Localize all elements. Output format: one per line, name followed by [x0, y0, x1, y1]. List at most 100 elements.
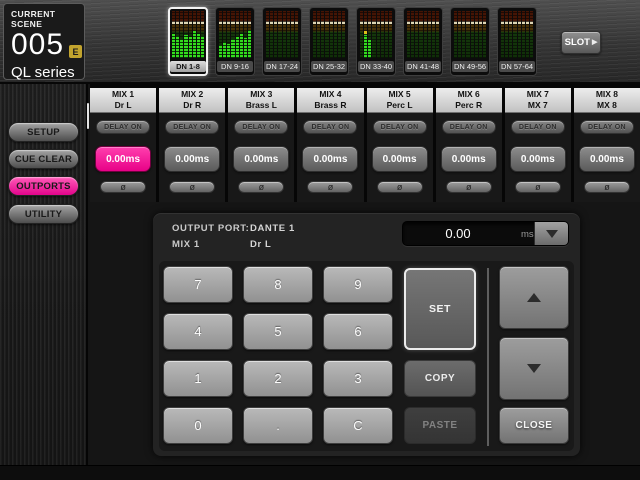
close-button[interactable]: CLOSE — [499, 407, 569, 444]
delay-value-button[interactable]: 0.00ms — [371, 146, 428, 172]
delay-on-button[interactable]: DELAY ON — [96, 120, 151, 134]
delay-on-button[interactable]: DELAY ON — [234, 120, 289, 134]
sidebar-item-setup[interactable]: SETUP — [8, 122, 79, 142]
delay-value-button[interactable]: 0.00ms — [233, 146, 290, 172]
phase-button[interactable]: ø — [376, 181, 423, 193]
meter-bank-dn-9-16[interactable]: DN 9-16 — [215, 7, 255, 76]
meter-column — [423, 11, 427, 58]
delay-value-button[interactable]: 0.00ms — [164, 146, 221, 172]
channel-strip-mix-4: MIX 4 Brass R DELAY ON 0.00ms ø — [297, 88, 364, 202]
meter-column — [270, 11, 274, 58]
phase-button[interactable]: ø — [238, 181, 285, 193]
increment-button[interactable] — [499, 266, 569, 329]
paste-button[interactable]: PASTE — [404, 407, 476, 444]
meter-bank-dn-49-56[interactable]: DN 49-56 — [450, 7, 490, 76]
channel-port-name: Perc R — [455, 100, 483, 111]
keypad-key-decimal[interactable]: . — [243, 407, 313, 444]
channel-name: MIX 2 — [181, 89, 204, 99]
keypad-key-0[interactable]: 0 — [163, 407, 233, 444]
meter-column — [529, 11, 533, 58]
sidebar-item-cue-clear[interactable]: CUE CLEAR — [8, 149, 79, 169]
decrement-button[interactable] — [499, 337, 569, 400]
meter-bank-dn-1-8[interactable]: DN 1-8 — [168, 7, 208, 76]
meter-column — [407, 11, 411, 58]
delay-value-button[interactable]: 0.00ms — [95, 146, 152, 172]
phase-button[interactable]: ø — [445, 181, 492, 193]
keypad-key-8[interactable]: 8 — [243, 266, 313, 303]
meter-level-bar — [192, 30, 196, 58]
sidebar-item-outports[interactable]: OUTPORTS — [8, 176, 79, 196]
phase-button[interactable]: ø — [307, 181, 354, 193]
delay-on-button[interactable]: DELAY ON — [510, 120, 565, 134]
close-button-label: CLOSE — [515, 420, 553, 431]
meter-bridge: DN 1-8 DN 9-16 DN 17-24 DN 25-32 DN 33-4… — [168, 7, 537, 76]
delay-value-field[interactable]: 0.00 ms — [402, 221, 569, 246]
copy-button-label: COPY — [424, 373, 456, 384]
delay-on-button[interactable]: DELAY ON — [165, 120, 220, 134]
copy-button[interactable]: COPY — [404, 360, 476, 397]
meter-columns — [266, 11, 298, 58]
phase-button[interactable]: ø — [583, 181, 630, 193]
delay-on-button[interactable]: DELAY ON — [579, 120, 634, 134]
meter-bank-dn-57-64[interactable]: DN 57-64 — [497, 7, 537, 76]
channel-port-name: Brass L — [245, 100, 277, 111]
meter-level-bar — [227, 43, 231, 58]
meter-column — [360, 11, 364, 58]
slot-button[interactable]: SLOT ▶ — [561, 31, 601, 54]
keypad-key-2[interactable]: 2 — [243, 360, 313, 397]
channel-strip-mix-8: MIX 8 MX 8 DELAY ON 0.00ms ø — [573, 88, 640, 202]
sidebar-item-utility[interactable]: UTILITY — [8, 204, 79, 224]
channel-header: MIX 6 Perc R — [435, 88, 502, 113]
meter-column — [223, 11, 227, 58]
scene-number-row: 005 E — [11, 30, 84, 60]
meter-column — [321, 11, 325, 58]
keypad-key-3[interactable]: 3 — [323, 360, 393, 397]
delay-on-button[interactable]: DELAY ON — [303, 120, 358, 134]
delay-value-button[interactable]: 0.00ms — [509, 146, 566, 172]
scene-edit-badge: E — [69, 45, 83, 58]
delay-value-button[interactable]: 0.00ms — [440, 146, 497, 172]
keypad-key-6[interactable]: 6 — [323, 313, 393, 350]
vertical-divider — [487, 268, 489, 446]
keypad-key-1[interactable]: 1 — [163, 360, 233, 397]
meter-column — [227, 11, 231, 58]
set-button-label: SET — [429, 303, 451, 315]
meter-bank-dn-25-32[interactable]: DN 25-32 — [309, 7, 349, 76]
meter-bank-dn-33-40[interactable]: DN 33-40 — [356, 7, 396, 76]
meter-bank-dn-41-48[interactable]: DN 41-48 — [403, 7, 443, 76]
paste-button-label: PASTE — [422, 420, 458, 431]
meter-bank-label: DN 49-56 — [452, 61, 488, 72]
set-button[interactable]: SET — [404, 268, 476, 350]
meter-column — [376, 11, 380, 58]
meter-column — [329, 11, 333, 58]
meter-column — [454, 11, 458, 58]
meter-column — [517, 11, 521, 58]
meter-column — [415, 11, 419, 58]
meter-bank-label: DN 17-24 — [264, 61, 300, 72]
meter-column — [239, 11, 243, 58]
phase-button[interactable]: ø — [100, 181, 147, 193]
unit-dropdown-button[interactable] — [534, 222, 568, 245]
keypad-key-7[interactable]: 7 — [163, 266, 233, 303]
scene-number: 005 — [11, 28, 65, 61]
delay-on-button[interactable]: DELAY ON — [372, 120, 427, 134]
phase-button[interactable]: ø — [169, 181, 216, 193]
meter-column — [219, 11, 223, 58]
meter-level-bar — [247, 29, 251, 58]
keypad-key-9[interactable]: 9 — [323, 266, 393, 303]
channel-name: MIX 4 — [319, 89, 342, 99]
meter-column — [243, 11, 247, 58]
meter-column — [231, 11, 235, 58]
meter-bank-label: DN 41-48 — [405, 61, 441, 72]
keypad-key-4[interactable]: 4 — [163, 313, 233, 350]
delay-on-button[interactable]: DELAY ON — [441, 120, 496, 134]
meter-level-bar — [243, 38, 247, 58]
phase-button[interactable]: ø — [514, 181, 561, 193]
meter-level-bar — [176, 36, 180, 58]
meter-bank-dn-17-24[interactable]: DN 17-24 — [262, 7, 302, 76]
delay-value-button[interactable]: 0.00ms — [302, 146, 359, 172]
meter-column — [388, 11, 392, 58]
delay-value-button[interactable]: 0.00ms — [578, 146, 635, 172]
keypad-key-clear[interactable]: C — [323, 407, 393, 444]
keypad-key-5[interactable]: 5 — [243, 313, 313, 350]
